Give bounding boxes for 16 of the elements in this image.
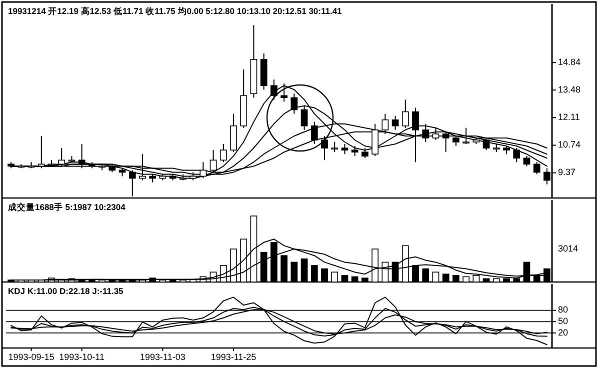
chart-title: KDJ K:11.00 D:22.18 J:-11.35 — [8, 286, 124, 296]
x-tick-label: 1993-11-03 — [140, 352, 186, 362]
chart-title: 19931214 开12.19 高12.53 低11.71 收11.75 均0.00 5:12.80 10:13.10 20:12.51 30:11.41 — [8, 6, 342, 16]
y-tick-label: 9.37 — [558, 167, 576, 178]
y-tick-label: 12.11 — [558, 112, 580, 122]
y-tick-label: 13.48 — [558, 84, 581, 94]
y-tick-label: 20 — [558, 327, 568, 338]
x-tick-label: 1993-10-11 — [59, 352, 105, 362]
y-tick-label: 14.84 — [558, 57, 581, 67]
chart-title: 成交量1688手 5:1987 10:2304 — [7, 202, 126, 212]
y-tick-label: 50 — [558, 316, 568, 326]
y-tick-label: 10.74 — [558, 140, 581, 150]
x-tick-label: 1993-09-15 — [8, 352, 54, 362]
text: 3014 — [558, 244, 578, 254]
y-tick-label: 80 — [558, 304, 568, 315]
x-tick-label: 1993-11-25 — [210, 352, 256, 362]
